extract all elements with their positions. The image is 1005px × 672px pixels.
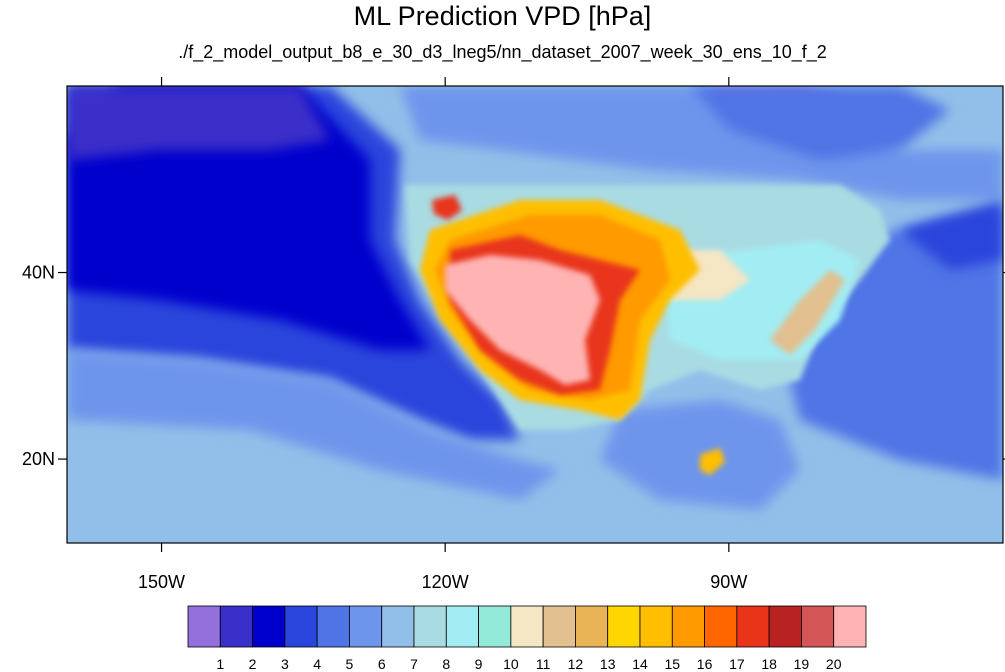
colorbar-label: 18 (761, 656, 777, 672)
colorbar-swatch (445, 605, 479, 648)
colorbar-label: 17 (729, 656, 745, 672)
colorbar-swatch (607, 605, 641, 648)
colorbar-label: 3 (281, 656, 289, 672)
colorbar-label: 5 (346, 656, 354, 672)
colorbar-swatch (639, 605, 673, 648)
colorbar-label: 1 (216, 656, 224, 672)
map-frame (66, 85, 1004, 544)
colorbar-swatch (478, 605, 512, 648)
colorbar-swatch (801, 605, 835, 648)
colorbar-swatch (768, 605, 802, 648)
colorbar-swatch (704, 605, 738, 648)
colorbar-label: 14 (632, 656, 648, 672)
lat-tick-label: 20N (22, 449, 55, 469)
colorbar-swatch (381, 605, 415, 648)
colorbar-swatch (284, 605, 318, 648)
colorbar-swatch (252, 605, 286, 648)
appalachian-band (770, 270, 845, 355)
longitude-axis: 150W 120W 90W (138, 77, 747, 592)
pacific-core-zone (67, 86, 430, 350)
colorbar-swatch (349, 605, 383, 648)
colorbar-label: 15 (664, 656, 680, 672)
colorbar-swatch (413, 605, 447, 648)
colorbar: 1 2 3 4 5 6 7 8 9 10 11 12 13 14 15 16 17 18 19 20 (187, 605, 867, 672)
caribbean-hotspot (700, 448, 725, 475)
colorbar-swatch (542, 605, 576, 648)
colorbar-label: 19 (794, 656, 810, 672)
vpd-field (67, 86, 1003, 543)
colorbar-label: 8 (442, 656, 450, 672)
lat-tick-label: 40N (22, 263, 55, 283)
colorbar-swatch (736, 605, 770, 648)
north-pacific-zone (67, 86, 330, 160)
colorbar-label: 2 (249, 656, 257, 672)
west-extreme-zone (445, 255, 600, 385)
colorbar-label: 12 (568, 656, 584, 672)
nw-hotspot (432, 195, 462, 220)
colorbar-swatch (219, 605, 253, 648)
colorbar-swatch (510, 605, 544, 648)
colorbar-label: 4 (313, 656, 321, 672)
colorbar-label: 16 (697, 656, 713, 672)
colorbar-label: 11 (536, 656, 551, 672)
colorbar-label: 13 (600, 656, 616, 672)
lon-tick-label: 120W (422, 572, 469, 592)
plot-subtitle: ./f_2_model_output_b8_e_30_d3_lneg5/nn_d… (178, 42, 827, 62)
lon-tick-label: 90W (710, 572, 747, 592)
colorbar-swatch (575, 605, 609, 648)
colorbar-swatch (187, 605, 221, 648)
colorbar-label: 6 (378, 656, 386, 672)
plot-title: ML Prediction VPD [hPa] (353, 1, 652, 31)
colorbar-label: 10 (503, 656, 519, 672)
colorbar-swatch (316, 605, 350, 648)
lon-tick-label: 150W (138, 572, 185, 592)
south-pacific-band (67, 350, 560, 500)
colorbar-swatch (833, 605, 867, 648)
colorbar-label: 9 (475, 656, 483, 672)
hudson-bay-ring (690, 86, 950, 160)
colorbar-label: 20 (826, 656, 842, 672)
colorbar-swatch (671, 605, 705, 648)
canada-band (400, 86, 1003, 200)
latitude-axis: 40N 20N (22, 263, 1005, 469)
atlantic-dark (900, 200, 1003, 270)
colorbar-label: 7 (410, 656, 418, 672)
